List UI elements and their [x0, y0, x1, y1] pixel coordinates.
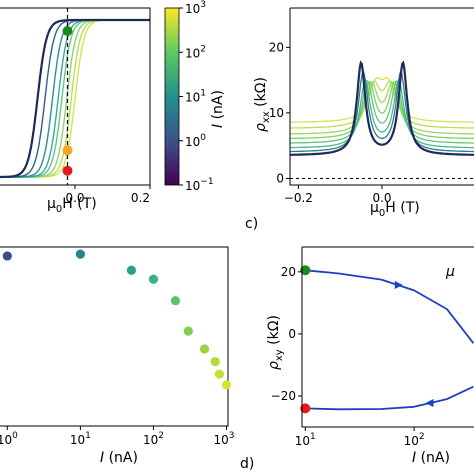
panel-c-points — [2, 249, 232, 390]
panel-c-point — [170, 296, 181, 306]
panel-d-curves — [305, 269, 474, 411]
panel-b-xlabel: μ0H (T) — [370, 200, 420, 219]
panel-c-point — [183, 326, 193, 336]
panel-b-curve — [290, 77, 474, 123]
panel-b: −0.2 0.0 0 10 20 ρxx (kΩ) μ0H (T) — [253, 7, 474, 219]
panel-d-xlabel: I (nA) — [412, 450, 450, 466]
panel-d-y-tick-label: 0 — [288, 327, 296, 341]
panel-b-y-tick-label: 0 — [276, 171, 284, 185]
panel-label-c: c) — [245, 216, 258, 232]
panel-b-curve — [290, 78, 474, 149]
colorbar: 103 102 101 100 10−1 I (nA) — [164, 0, 226, 193]
panel-c-point — [148, 274, 159, 284]
panel-b-curves — [290, 60, 474, 156]
panel-a-x-tick-label: 0.0 — [65, 191, 84, 205]
panel-b-y-ticks: 0 10 20 — [269, 40, 290, 185]
colorbar-tick-label: 101 — [185, 89, 206, 105]
panel-b-curve — [290, 81, 474, 140]
panel-a-x-ticks: 0.0 0.2 — [65, 185, 151, 205]
panel-c-point — [199, 344, 210, 354]
panel-c-x-ticks: 100 101 102 103 — [0, 426, 235, 447]
colorbar-tick-label: 100 — [185, 133, 206, 149]
panel-d-x-tick-label: 101 — [295, 432, 316, 448]
panel-d-x-tick-label: 102 — [404, 432, 425, 448]
panel-b-ylabel: ρxx (kΩ) — [253, 77, 272, 132]
panel-c-x-tick-label: 102 — [143, 431, 164, 447]
panel-d-y-tick-label: −20 — [271, 389, 296, 403]
colorbar-tick-label: 102 — [185, 44, 206, 60]
panel-b-curve — [290, 60, 474, 156]
panel-c-point — [126, 265, 137, 275]
panel-a-curve — [0, 18, 150, 179]
panel-b-y-tick-label: 20 — [269, 40, 284, 54]
panel-b-x-tick-label: −0.2 — [284, 191, 313, 205]
panel-d-lower-branch — [305, 385, 474, 411]
colorbar-tick-label: 10−1 — [185, 177, 214, 193]
panel-b-frame — [289, 7, 474, 186]
panel-b-x-tick-label: 0.0 — [372, 191, 391, 205]
panel-d-arrow-forward — [394, 281, 403, 290]
panel-c-xlabel: I (nA) — [100, 450, 138, 466]
panel-b-x-ticks: −0.2 0.0 — [284, 185, 392, 205]
panel-c-frame — [0, 246, 229, 427]
panel-b-curve — [290, 71, 474, 153]
panel-c-point — [75, 249, 85, 259]
panel-c-point — [2, 251, 12, 261]
panel-c-point — [214, 369, 225, 379]
panel-d-arrow-backward — [425, 398, 434, 407]
panel-d-y-ticks: 20 0 −20 — [271, 265, 302, 403]
colorbar-tick-label: 103 — [185, 0, 206, 16]
colorbar-label: I (nA) — [210, 90, 226, 128]
panel-d-marker-red — [300, 403, 311, 414]
panel-d-upper-branch — [305, 269, 474, 344]
panel-c-x-tick-label: 100 — [0, 431, 18, 447]
panel-c-point — [221, 380, 232, 390]
panel-a-markers — [62, 25, 73, 176]
panel-c-point — [210, 356, 220, 367]
panel-a: 0.0 0.2 μ0H (T) — [0, 7, 151, 215]
panel-d-ylabel: ρxy (kΩ) — [266, 315, 285, 370]
panel-b-curve — [290, 80, 474, 144]
panel-d-markers — [300, 265, 311, 414]
panel-b-y-tick-label: 10 — [269, 106, 284, 120]
panel-c: 100 101 102 103 I (nA) — [0, 246, 235, 466]
panel-a-x-tick-label: 0.2 — [131, 191, 150, 205]
panel-d: 101 102 20 0 −20 μ ρxy (kΩ) I (nA) — [266, 246, 474, 466]
panel-c-x-tick-label: 103 — [214, 431, 235, 447]
panel-d-x-ticks: 101 102 — [295, 427, 425, 448]
panel-a-curves — [0, 18, 150, 179]
panel-d-corner-symbol: μ — [445, 264, 455, 280]
panel-d-frame — [301, 246, 474, 428]
panel-a-xlabel: μ0H (T) — [47, 196, 97, 215]
panel-c-x-tick-label: 101 — [70, 431, 91, 447]
panel-a-marker-green — [62, 25, 73, 36]
colorbar-bar — [164, 7, 180, 186]
panel-d-y-tick-label: 20 — [281, 265, 296, 279]
panel-b-curve — [290, 81, 474, 135]
panel-b-curve — [290, 80, 474, 129]
panel-a-marker-red — [62, 165, 73, 176]
panel-d-marker-green — [300, 265, 311, 276]
colorbar-ticks: 103 102 101 100 10−1 — [179, 0, 214, 193]
panel-a-marker-orange — [62, 145, 73, 156]
panel-label-d: d) — [240, 456, 254, 472]
